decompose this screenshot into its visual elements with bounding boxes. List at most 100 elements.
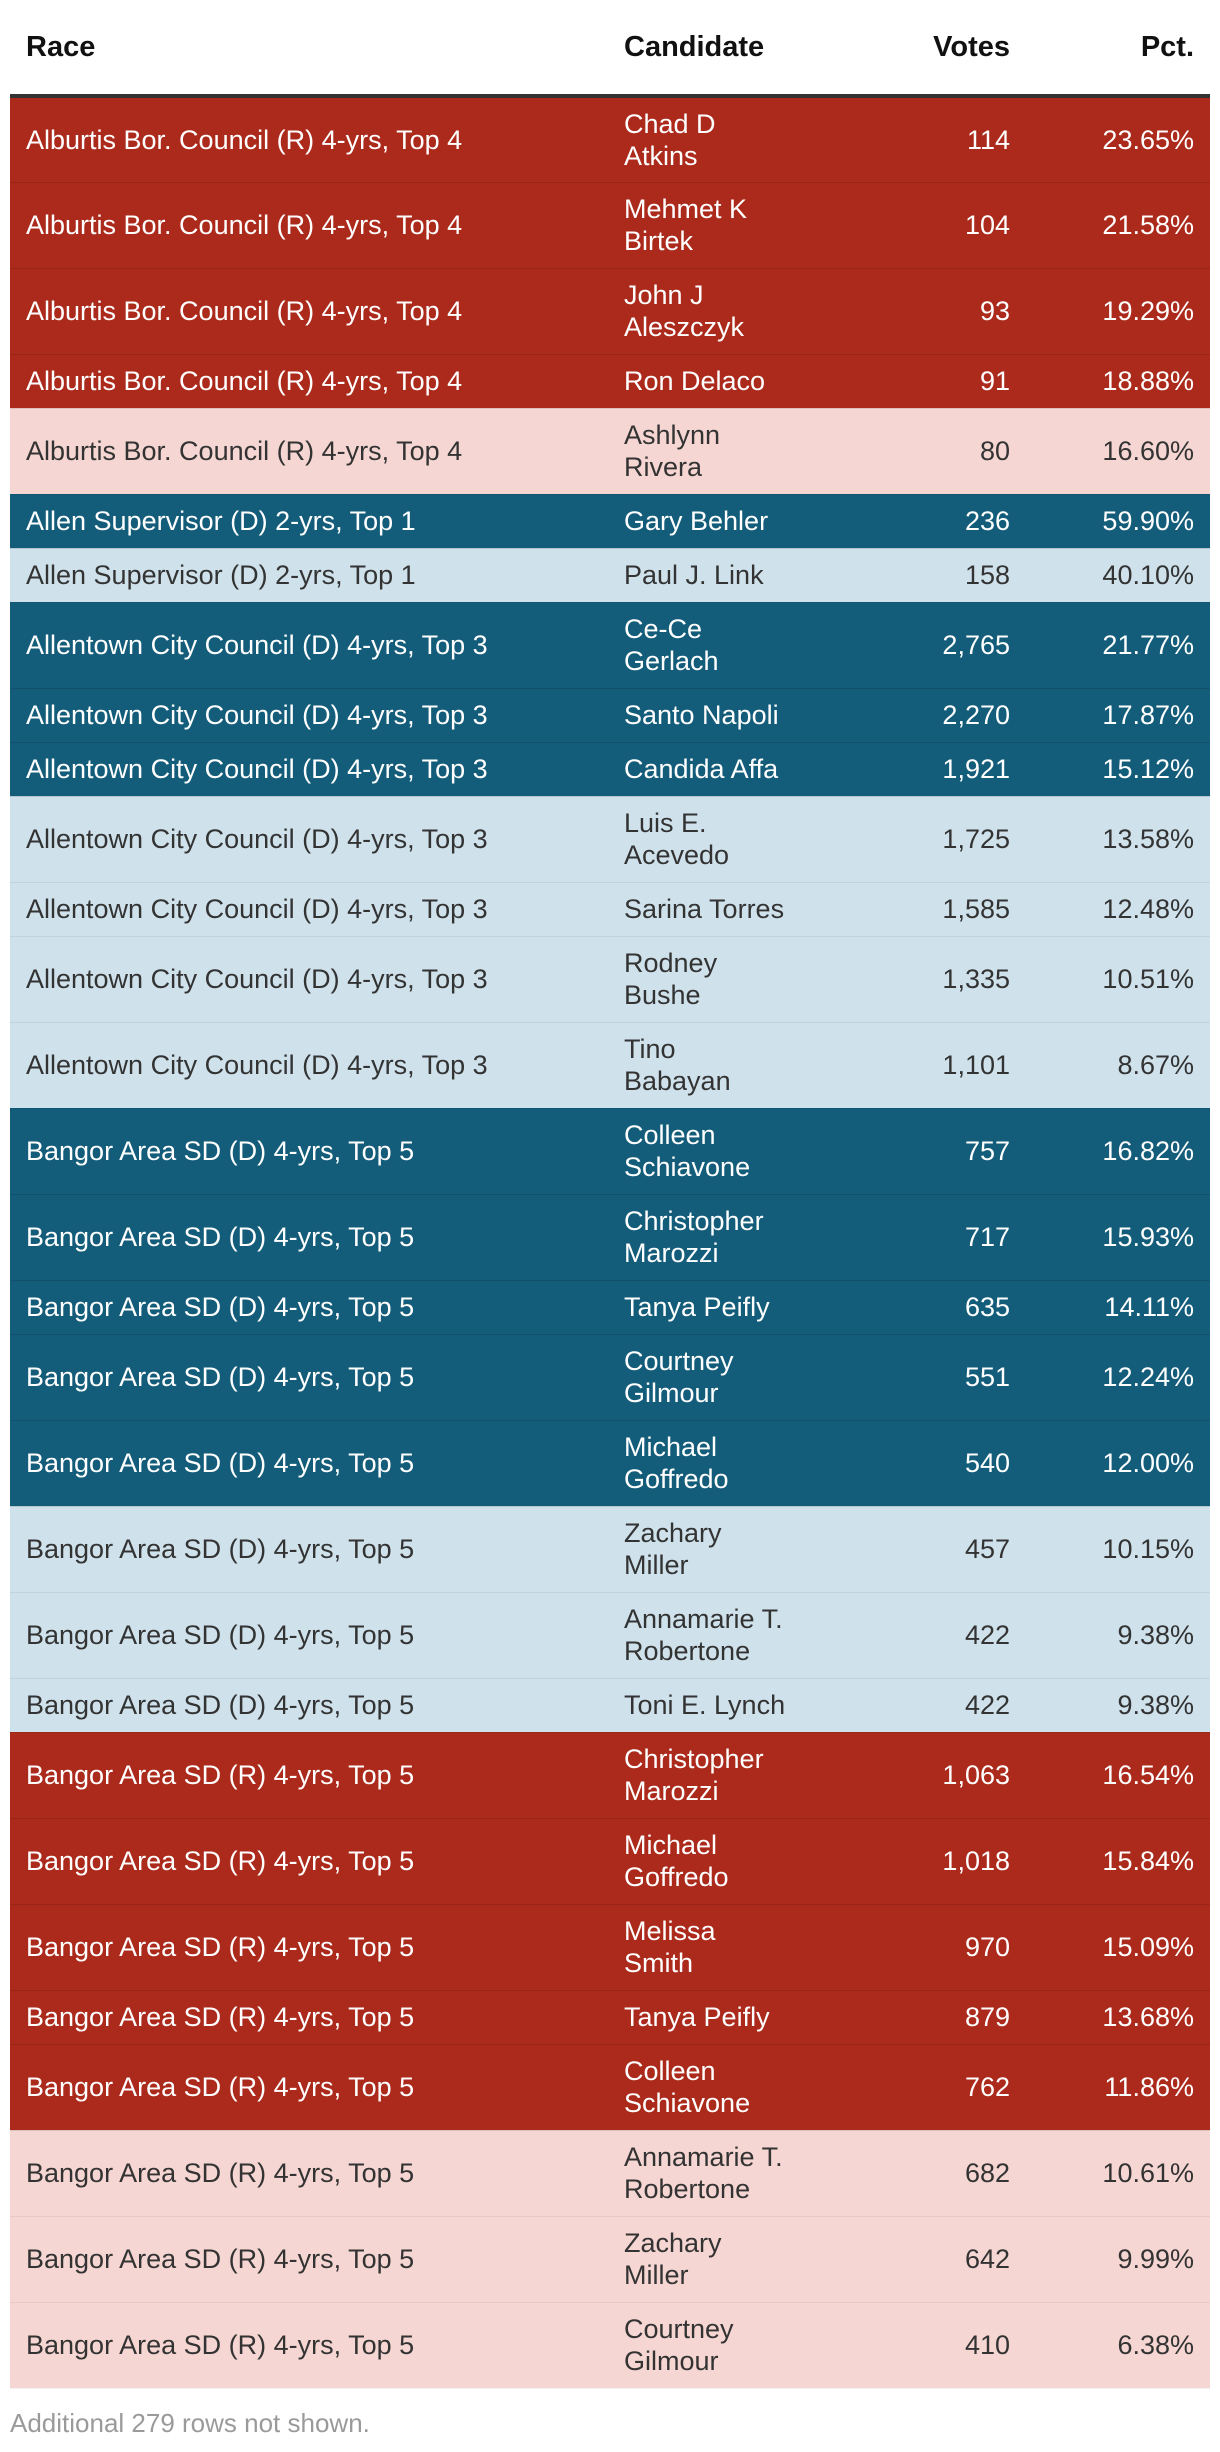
candidate-name-line: Marozzi [624,1776,719,1806]
candidate-cell: Ashlynn Rivera [624,408,854,495]
votes-cell: 422 [854,1592,1026,1679]
table-row: Bangor Area SD (R) 4-yrs, Top 5 Zachary Mi… [10,2216,1210,2303]
race-cell: Bangor Area SD (R) 4-yrs, Top 5 [10,1904,624,1991]
candidate-name-line: Gilmour [624,1378,719,1408]
pct-cell: 8.67% [1026,1022,1210,1109]
table-row: Bangor Area SD (D) 4-yrs, Top 5 Zachary Mi… [10,1506,1210,1593]
race-cell: Bangor Area SD (R) 4-yrs, Top 5 [10,1732,624,1819]
pct-cell: 15.12% [1026,742,1210,797]
table-row: Alburtis Bor. Council (R) 4-yrs, Top 4 Me… [10,182,1210,269]
pct-cell: 15.84% [1026,1818,1210,1905]
candidate-name-line: Aleszczyk [624,312,745,342]
race-cell: Bangor Area SD (R) 4-yrs, Top 5 [10,2302,624,2389]
votes-cell: 104 [854,182,1026,269]
pct-cell: 16.54% [1026,1732,1210,1819]
pct-cell: 11.86% [1026,2044,1210,2131]
race-cell: Bangor Area SD (R) 4-yrs, Top 5 [10,2130,624,2217]
candidate-cell: Courtney Gilmour [624,1334,854,1421]
candidate-name-line: Ron Delaco [624,366,766,396]
votes-cell: 717 [854,1194,1026,1281]
candidate-name-line: Schiavone [624,1152,751,1182]
race-cell: Allentown City Council (D) 4-yrs, Top 3 [10,936,624,1023]
candidate-name-line: Rivera [624,452,703,482]
pct-cell: 9.38% [1026,1592,1210,1679]
table-row: Bangor Area SD (R) 4-yrs, Top 5 Tanya Pei… [10,1990,1210,2045]
candidate-cell: Zachary Miller [624,1506,854,1593]
table-row: Alburtis Bor. Council (R) 4-yrs, Top 4 Ro… [10,354,1210,409]
votes-cell: 642 [854,2216,1026,2303]
votes-cell: 422 [854,1678,1026,1733]
race-cell: Bangor Area SD (R) 4-yrs, Top 5 [10,1818,624,1905]
candidate-name-line: Schiavone [624,2088,751,2118]
race-cell: Alburtis Bor. Council (R) 4-yrs, Top 4 [10,408,624,495]
pct-cell: 16.82% [1026,1108,1210,1195]
candidate-name-line: Gilmour [624,2346,719,2376]
votes-cell: 1,063 [854,1732,1026,1819]
table-row: Alburtis Bor. Council (R) 4-yrs, Top 4 As… [10,408,1210,495]
column-header-race[interactable]: Race [10,0,624,98]
table-row: Alburtis Bor. Council (R) 4-yrs, Top 4 Ch… [10,96,1210,183]
candidate-cell: Tanya Peifly [624,1280,854,1335]
column-header-candidate[interactable]: Candidate [624,0,854,98]
pct-cell: 40.10% [1026,548,1210,603]
race-cell: Bangor Area SD (R) 4-yrs, Top 5 [10,1990,624,2045]
race-cell: Alburtis Bor. Council (R) 4-yrs, Top 4 [10,354,624,409]
race-cell: Bangor Area SD (D) 4-yrs, Top 5 [10,1592,624,1679]
table-row: Bangor Area SD (R) 4-yrs, Top 5 Melissa Sm… [10,1904,1210,1991]
pct-cell: 9.38% [1026,1678,1210,1733]
candidate-cell: Luis E. Acevedo [624,796,854,883]
candidate-cell: Ce-Ce Gerlach [624,602,854,689]
pct-cell: 10.51% [1026,936,1210,1023]
table-body: Alburtis Bor. Council (R) 4-yrs, Top 4 Ch… [10,96,1210,2389]
race-cell: Alburtis Bor. Council (R) 4-yrs, Top 4 [10,96,624,183]
pct-cell: 18.88% [1026,354,1210,409]
candidate-cell: Ron Delaco [624,354,854,409]
race-cell: Allentown City Council (D) 4-yrs, Top 3 [10,882,624,937]
column-header-votes[interactable]: Votes [854,0,1026,98]
pct-cell: 10.61% [1026,2130,1210,2217]
candidate-cell: Toni E. Lynch [624,1678,854,1733]
candidate-cell: Courtney Gilmour [624,2302,854,2389]
candidate-name-line: Zachary [624,2228,722,2258]
column-header-pct[interactable]: Pct. [1026,0,1210,98]
votes-cell: 1,585 [854,882,1026,937]
candidate-cell: Christopher Marozzi [624,1732,854,1819]
votes-cell: 1,101 [854,1022,1026,1109]
votes-cell: 91 [854,354,1026,409]
candidate-name-line: Chad D [624,108,716,139]
table-row: Allen Supervisor (D) 2-yrs, Top 1 Gary Be… [10,494,1210,549]
candidate-name-line: Melissa [624,1916,716,1946]
votes-cell: 757 [854,1108,1026,1195]
candidate-name-line: Christopher [624,1744,764,1774]
race-cell: Allentown City Council (D) 4-yrs, Top 3 [10,1022,624,1109]
votes-cell: 682 [854,2130,1026,2217]
votes-cell: 540 [854,1420,1026,1507]
candidate-name-line: Rodney [624,948,718,978]
race-cell: Allentown City Council (D) 4-yrs, Top 3 [10,688,624,743]
table-row: Bangor Area SD (D) 4-yrs, Top 5 Toni E. L… [10,1678,1210,1733]
candidate-name-line: Colleen [624,2056,716,2086]
candidate-name-line: Smith [624,1948,694,1978]
race-cell: Bangor Area SD (R) 4-yrs, Top 5 [10,2044,624,2131]
votes-cell: 114 [854,96,1026,183]
candidate-name-line: Robertone [624,2174,751,2204]
table-row: Bangor Area SD (R) 4-yrs, Top 5 Michael Go… [10,1818,1210,1905]
votes-cell: 2,765 [854,602,1026,689]
pct-cell: 12.48% [1026,882,1210,937]
candidate-cell: Sarina Torres [624,882,854,937]
candidate-cell: Paul J. Link [624,548,854,603]
table-row: Bangor Area SD (D) 4-yrs, Top 5 Courtney G… [10,1334,1210,1421]
pct-cell: 15.93% [1026,1194,1210,1281]
table-row: Bangor Area SD (D) 4-yrs, Top 5 Colleen Sc… [10,1108,1210,1195]
candidate-name-line: Annamarie T. [624,2142,783,2172]
pct-cell: 21.58% [1026,182,1210,269]
race-cell: Allen Supervisor (D) 2-yrs, Top 1 [10,548,624,603]
table-row: Bangor Area SD (R) 4-yrs, Top 5 Annamarie… [10,2130,1210,2217]
candidate-name-line: Michael [624,1830,718,1860]
votes-cell: 80 [854,408,1026,495]
pct-cell: 21.77% [1026,602,1210,689]
candidate-cell: John J Aleszczyk [624,268,854,355]
race-cell: Alburtis Bor. Council (R) 4-yrs, Top 4 [10,268,624,355]
